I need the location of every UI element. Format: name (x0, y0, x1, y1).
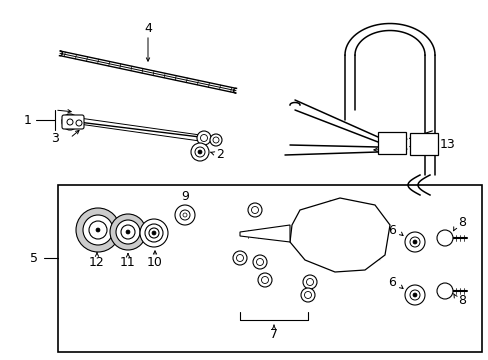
Circle shape (126, 230, 130, 234)
Circle shape (409, 237, 419, 247)
Circle shape (121, 225, 135, 239)
Text: 12: 12 (89, 256, 104, 270)
Circle shape (436, 283, 452, 299)
Text: 4: 4 (144, 22, 152, 35)
Circle shape (195, 147, 204, 157)
Circle shape (149, 228, 159, 238)
Circle shape (180, 210, 190, 220)
Circle shape (96, 228, 100, 232)
Circle shape (197, 131, 210, 145)
Circle shape (152, 231, 156, 235)
Circle shape (183, 213, 186, 217)
Text: 8: 8 (457, 293, 465, 306)
Circle shape (252, 255, 266, 269)
Circle shape (209, 134, 222, 146)
Circle shape (306, 279, 313, 285)
Circle shape (116, 220, 140, 244)
Circle shape (236, 255, 243, 261)
Circle shape (232, 251, 246, 265)
Circle shape (76, 208, 120, 252)
Text: 10: 10 (147, 256, 163, 270)
Circle shape (213, 137, 219, 143)
Circle shape (66, 118, 74, 126)
Circle shape (175, 205, 195, 225)
Text: 5: 5 (30, 252, 38, 265)
Text: 8: 8 (457, 216, 465, 229)
Circle shape (110, 214, 146, 250)
Circle shape (251, 207, 258, 213)
Text: 9: 9 (181, 190, 188, 203)
Circle shape (89, 221, 107, 239)
Bar (377, 132, 405, 154)
Circle shape (83, 215, 113, 245)
Circle shape (301, 288, 314, 302)
Text: 2: 2 (216, 148, 224, 162)
Circle shape (412, 293, 416, 297)
Circle shape (436, 230, 452, 246)
Polygon shape (289, 198, 389, 272)
Circle shape (200, 135, 207, 141)
Circle shape (404, 285, 424, 305)
Circle shape (198, 150, 202, 154)
Bar (58, 185, 481, 352)
Circle shape (412, 240, 416, 244)
Circle shape (67, 119, 73, 125)
Circle shape (256, 258, 263, 266)
Text: 11: 11 (120, 256, 136, 270)
Circle shape (304, 292, 311, 298)
Text: 7: 7 (269, 328, 278, 342)
Circle shape (409, 290, 419, 300)
Text: 13: 13 (439, 138, 455, 150)
Bar (409, 133, 437, 155)
Circle shape (247, 203, 262, 217)
Text: 3: 3 (51, 131, 59, 144)
Circle shape (191, 143, 208, 161)
Circle shape (258, 273, 271, 287)
Text: 6: 6 (387, 224, 395, 237)
Circle shape (261, 276, 268, 284)
Circle shape (404, 232, 424, 252)
Text: 1: 1 (24, 113, 32, 126)
Polygon shape (240, 225, 289, 242)
Circle shape (145, 224, 163, 242)
Text: 6: 6 (387, 276, 395, 289)
Circle shape (303, 275, 316, 289)
FancyBboxPatch shape (62, 115, 84, 129)
Circle shape (76, 120, 82, 126)
Circle shape (62, 114, 78, 130)
Circle shape (140, 219, 168, 247)
